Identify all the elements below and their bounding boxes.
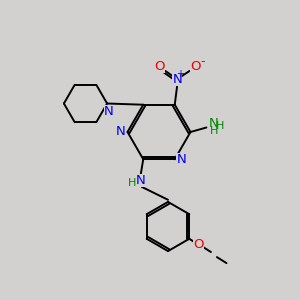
Text: N: N	[209, 117, 219, 130]
Text: N: N	[176, 153, 186, 167]
Text: N: N	[172, 73, 182, 86]
Text: N: N	[104, 105, 113, 119]
Text: O: O	[154, 60, 165, 73]
Text: N: N	[116, 125, 126, 138]
Text: N: N	[135, 174, 145, 187]
Text: +: +	[176, 68, 184, 79]
Text: H: H	[128, 178, 136, 188]
Text: H: H	[210, 126, 218, 136]
Text: O: O	[193, 238, 204, 251]
Text: H: H	[216, 121, 225, 131]
Text: O: O	[190, 60, 200, 73]
Text: -: -	[201, 55, 205, 68]
